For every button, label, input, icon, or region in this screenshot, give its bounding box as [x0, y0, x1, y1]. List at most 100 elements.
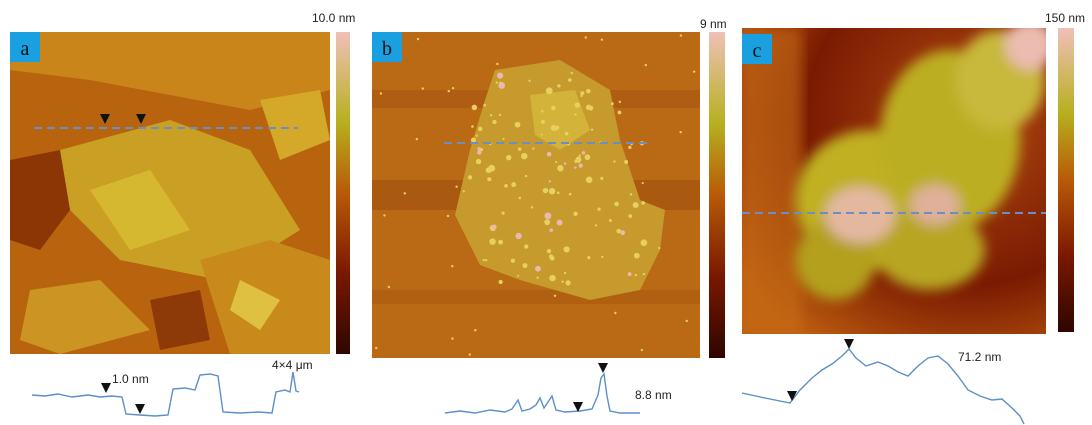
particle	[387, 285, 391, 289]
particle	[557, 165, 564, 172]
decoration	[1005, 28, 1046, 70]
particle	[600, 38, 604, 41]
decoration	[372, 290, 700, 304]
particle	[496, 62, 499, 66]
particle	[628, 214, 633, 219]
particle	[451, 87, 455, 90]
label-box	[372, 32, 402, 62]
particle	[549, 274, 556, 282]
particle	[586, 88, 591, 94]
particle	[470, 137, 477, 143]
decoration	[260, 90, 330, 160]
particle	[548, 189, 551, 192]
height-profile	[741, 347, 1025, 425]
height-profile	[444, 372, 640, 414]
particle	[568, 192, 572, 196]
scale-label: 150 nm	[1045, 11, 1085, 25]
profile-label: 8.8 nm	[635, 388, 672, 402]
decoration	[90, 170, 190, 250]
particle	[462, 190, 465, 193]
particle	[451, 264, 454, 268]
particle	[511, 182, 517, 188]
decoration	[375, 34, 696, 356]
particle	[574, 166, 577, 169]
particle	[379, 92, 383, 95]
particle	[468, 353, 472, 356]
particle	[585, 176, 593, 184]
colorbar	[1058, 28, 1074, 332]
particle	[545, 87, 553, 95]
particle	[474, 329, 477, 332]
scale-label: 10.0 nm	[312, 11, 355, 25]
particle	[489, 238, 496, 245]
particle	[510, 258, 516, 263]
particle	[608, 219, 612, 223]
particle	[549, 228, 554, 233]
particle	[580, 94, 583, 98]
particle	[610, 102, 614, 106]
particle	[540, 133, 543, 136]
particle	[383, 214, 386, 217]
height-profile	[31, 371, 300, 417]
particle	[627, 272, 632, 277]
particle	[632, 202, 639, 209]
particle	[530, 206, 534, 209]
afm-image-b	[372, 32, 700, 358]
particle	[415, 137, 419, 141]
particle	[521, 152, 528, 160]
particle	[585, 104, 592, 111]
particle	[618, 100, 622, 104]
particle	[477, 147, 482, 151]
particle	[522, 263, 528, 269]
label-box	[742, 34, 772, 64]
particle	[620, 230, 626, 236]
particle	[489, 113, 493, 117]
particle	[471, 125, 474, 128]
particle	[561, 280, 564, 283]
label-box	[10, 32, 40, 62]
particle	[485, 167, 492, 174]
scale-label: 9 nm	[700, 17, 727, 31]
particle	[628, 145, 632, 149]
particle	[524, 174, 528, 178]
particle	[540, 119, 545, 124]
particle	[554, 128, 557, 131]
particle	[467, 175, 473, 180]
particle	[541, 110, 544, 113]
particle	[542, 187, 549, 194]
particle	[590, 128, 594, 131]
marker	[573, 402, 583, 412]
particle	[515, 232, 522, 240]
particle	[477, 150, 482, 155]
particle	[548, 187, 556, 195]
panel-label: b	[382, 38, 392, 60]
particle	[518, 196, 522, 200]
decoration	[20, 280, 150, 354]
marker	[135, 404, 145, 414]
marker	[787, 391, 797, 401]
afm-image-c	[742, 28, 1046, 334]
particle	[502, 137, 505, 140]
particle	[575, 156, 582, 163]
particle	[535, 265, 541, 272]
marker	[598, 363, 608, 373]
particle	[498, 279, 503, 285]
particle	[601, 255, 604, 259]
particle	[403, 192, 407, 195]
particle	[573, 211, 578, 217]
marker	[101, 383, 111, 393]
particle	[455, 185, 458, 188]
profile-label: 71.2 nm	[958, 350, 1001, 364]
marker	[136, 114, 146, 124]
particle	[658, 246, 661, 250]
particle	[451, 337, 454, 340]
particle	[557, 84, 561, 88]
particle	[421, 87, 425, 90]
particle	[584, 36, 587, 39]
particle	[642, 272, 646, 276]
marker	[844, 339, 854, 349]
particle	[634, 273, 638, 277]
particle	[477, 126, 483, 132]
particle	[487, 177, 492, 182]
